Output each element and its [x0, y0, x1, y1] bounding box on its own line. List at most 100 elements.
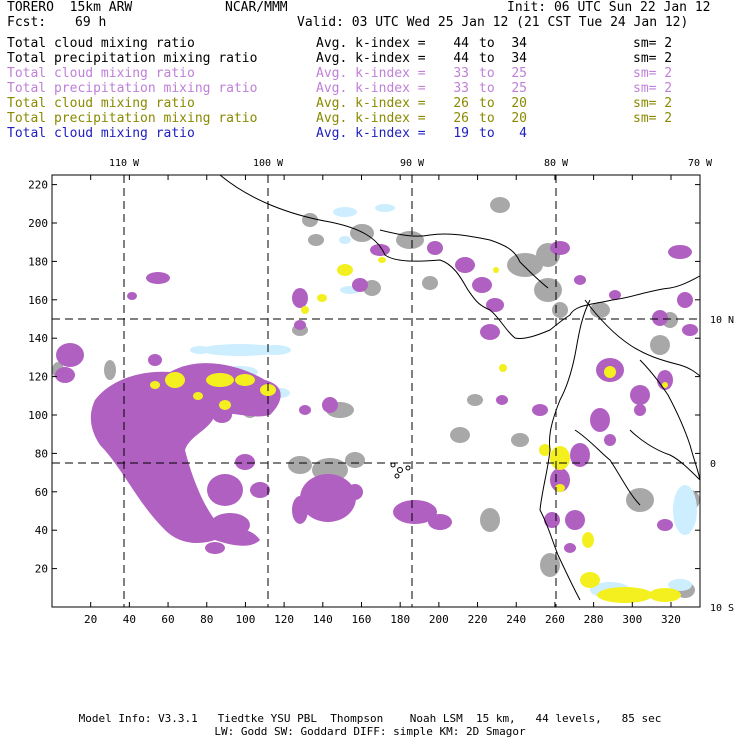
gray-cloud-areas	[52, 197, 700, 598]
init-time: Init: 06 UTC Sun 22 Jan 12	[507, 0, 711, 15]
longitude-label: 80 W	[544, 158, 569, 169]
legend-smoothing: sm= 2	[633, 66, 673, 81]
y-tick-label: 60	[35, 486, 48, 499]
model-title: TORERO 15km ARW	[7, 0, 133, 15]
legend-field: Total precipitation mixing ratio	[7, 81, 258, 96]
latitude-label: 10 N	[710, 315, 734, 326]
x-tick-label: 260	[545, 613, 565, 626]
legend-index-to: to	[479, 66, 495, 81]
x-tick-label: 240	[506, 613, 526, 626]
legend-index-label: Avg. k-index =	[316, 126, 426, 141]
x-tick-label: 20	[84, 613, 97, 626]
y-tick-label: 160	[28, 294, 48, 307]
x-tick-label: 220	[468, 613, 488, 626]
cloud-field-layer	[52, 197, 700, 603]
legend-field: Total cloud mixing ratio	[7, 36, 195, 51]
latitude-label: 10 S	[710, 603, 734, 614]
x-tick-label: 180	[390, 613, 410, 626]
x-tick-label: 320	[661, 613, 681, 626]
legend-row: Total cloud mixing ratio Avg. k-index = 33…	[7, 66, 732, 81]
legend-index-low: 34	[511, 51, 527, 66]
forecast-hours: 69 h	[75, 15, 107, 30]
x-tick-label: 60	[161, 613, 174, 626]
y-tick-label: 180	[28, 255, 48, 268]
legend-row: Total cloud mixing ratio Avg. k-index = 44…	[7, 36, 732, 51]
legend-index-high: 33	[453, 81, 469, 96]
legend-index-label: Avg. k-index =	[316, 111, 426, 126]
legend-index-to: to	[479, 111, 495, 126]
forecast-label: Fcst:	[7, 15, 47, 30]
x-tick-label: 80	[200, 613, 213, 626]
y-tick-label: 20	[35, 563, 48, 576]
legend-field: Total cloud mixing ratio	[7, 66, 195, 81]
latitude-label: 0	[710, 459, 716, 470]
legend-smoothing: sm= 2	[633, 96, 673, 111]
y-tick-label: 200	[28, 217, 48, 230]
legend-smoothing: sm= 2	[633, 51, 673, 66]
legend-index-high: 19	[453, 126, 469, 141]
x-tick-label: 280	[584, 613, 604, 626]
y-tick-label: 140	[28, 332, 48, 345]
legend-smoothing: sm= 2	[633, 111, 673, 126]
x-tick-label: 100	[235, 613, 255, 626]
legend-row: Total cloud mixing ratio Avg. k-index = 19…	[7, 126, 732, 141]
legend-index-low: 20	[511, 96, 527, 111]
legend-index-low: 20	[511, 111, 527, 126]
purple-cloud-areas	[55, 241, 698, 554]
legend-index-low: 34	[511, 36, 527, 51]
y-tick-label: 100	[28, 409, 48, 422]
legend-row: Total precipitation mixing ratio Avg. k-i…	[7, 51, 732, 66]
y-tick-label: 220	[28, 179, 48, 192]
coastlines	[219, 175, 700, 601]
legend-index-high: 26	[453, 111, 469, 126]
longitude-label: 100 W	[253, 158, 284, 169]
legend-index-high: 44	[453, 36, 469, 51]
legend-field: Total cloud mixing ratio	[7, 96, 195, 111]
footer-model-info: Model Info: V3.3.1 Tiedtke YSU PBL Thomp…	[78, 712, 662, 725]
x-tick-label: 160	[352, 613, 372, 626]
longitude-label: 70 W	[688, 158, 713, 169]
galapagos-islands	[390, 462, 411, 479]
axes: 20 40 60 80 100 120 140 160 180 200 220 240 260 280 30…	[28, 158, 734, 626]
org-label: NCAR/MMM	[225, 0, 288, 15]
legend-field: Total cloud mixing ratio	[7, 126, 195, 141]
footer-physics-info: LW: Godd SW: Goddard DIFF: simple KM: 2D…	[214, 725, 526, 738]
valid-time: Valid: 03 UTC Wed 25 Jan 12 (21 CST Tue …	[297, 15, 689, 30]
x-tick-label: 120	[274, 613, 294, 626]
legend-index-low: 25	[511, 81, 527, 96]
legend-row: Total precipitation mixing ratio Avg. k-i…	[7, 111, 732, 126]
x-tick-label: 140	[313, 613, 333, 626]
y-tick-label: 80	[35, 447, 48, 460]
legend-index-to: to	[479, 36, 495, 51]
legend-index-to: to	[479, 51, 495, 66]
legend-index-to: to	[479, 126, 495, 141]
legend-index-low: 25	[511, 66, 527, 81]
legend-index-label: Avg. k-index =	[316, 36, 426, 51]
legend-index-label: Avg. k-index =	[316, 96, 426, 111]
y-tick-label: 40	[35, 524, 48, 537]
legend-row: Total cloud mixing ratio Avg. k-index = 26…	[7, 96, 732, 111]
y-tick-label: 120	[28, 371, 48, 384]
legend-index-label: Avg. k-index =	[316, 51, 426, 66]
legend-index-high: 26	[453, 96, 469, 111]
longitude-label: 90 W	[400, 158, 425, 169]
x-tick-label: 200	[429, 613, 449, 626]
legend-index-to: to	[479, 81, 495, 96]
legend-index-high: 33	[453, 66, 469, 81]
longitude-label: 110 W	[109, 158, 140, 169]
legend-field: Total precipitation mixing ratio	[7, 111, 258, 126]
yellow-cloud-areas	[150, 257, 681, 603]
legend-field: Total precipitation mixing ratio	[7, 51, 258, 66]
map-frame	[51, 174, 701, 608]
legend-index-label: Avg. k-index =	[316, 81, 426, 96]
legend-index-low: 4	[519, 126, 527, 141]
x-tick-label: 300	[622, 613, 642, 626]
legend-index-high: 44	[453, 51, 469, 66]
legend-smoothing: sm= 2	[633, 36, 673, 51]
legend-smoothing: sm= 2	[633, 81, 673, 96]
legend-row: Total precipitation mixing ratio Avg. k-i…	[7, 81, 732, 96]
legend-index-label: Avg. k-index =	[316, 66, 426, 81]
x-tick-label: 40	[123, 613, 136, 626]
graticule	[52, 175, 700, 607]
